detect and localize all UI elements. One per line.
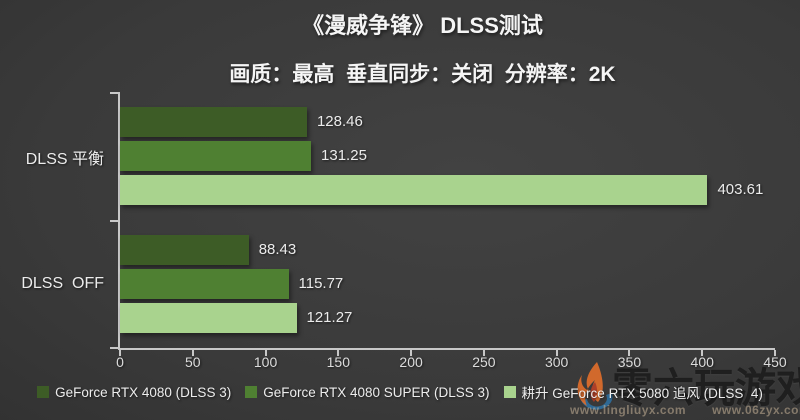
x-axis-tick bbox=[337, 350, 340, 356]
legend-swatch bbox=[503, 386, 516, 398]
x-axis-tick-label: 450 bbox=[763, 354, 787, 370]
legend: GeForce RTX 4080 (DLSS 3) GeForce RTX 408… bbox=[0, 382, 800, 402]
watermark-url-2: www.06zyx.com bbox=[712, 403, 800, 417]
x-axis-tick-label: 50 bbox=[184, 354, 201, 370]
bar bbox=[120, 234, 249, 265]
x-axis-tick-label: 150 bbox=[326, 354, 351, 370]
x-axis-tick-label: 250 bbox=[472, 354, 496, 370]
watermark-url-1: www.lingliuyx.com bbox=[570, 403, 687, 417]
bar bbox=[120, 175, 708, 205]
watermark-urls: www.lingliuyx.com www.06zyx.com bbox=[570, 403, 800, 417]
chart-title: 《漫威争锋》 DLSS测试 bbox=[302, 13, 543, 38]
bar bbox=[120, 141, 312, 171]
plot-area: 128.46 131.25 403.61 88.43 115.77 121.27 0 50 10… bbox=[110, 92, 787, 370]
x-axis-tick-label: 100 bbox=[253, 354, 278, 370]
x-axis-tick-label: 350 bbox=[617, 354, 642, 370]
category-label: DLSS 平衡 bbox=[25, 150, 104, 168]
category-label: DLSS OFF bbox=[21, 275, 104, 293]
x-axis-tick-label: 0 bbox=[116, 354, 124, 370]
bar-value-label: 121.27 bbox=[306, 308, 353, 326]
category-axis-labels: DLSS 平衡 DLSS OFF bbox=[0, 93, 104, 348]
x-axis-tick bbox=[191, 350, 194, 356]
legend-swatch bbox=[245, 386, 258, 398]
x-axis-tick bbox=[701, 350, 704, 356]
x-axis-tick-label: 200 bbox=[399, 354, 423, 370]
x-axis-tick bbox=[628, 350, 631, 356]
category-boundary-tick bbox=[110, 92, 120, 94]
x-axis-tick bbox=[482, 350, 485, 356]
bar-value-label: 88.43 bbox=[258, 240, 297, 258]
x-axis-tick bbox=[119, 350, 121, 356]
legend-label: GeForce RTX 4080 SUPER (DLSS 3) bbox=[263, 384, 490, 400]
x-axis-tick bbox=[410, 350, 413, 356]
chart-subtitle: 画质：最高 垂直同步：关闭 分辨率：2K bbox=[229, 63, 616, 86]
bar-value-label: 131.25 bbox=[321, 147, 367, 164]
legend-label: GeForce RTX 4080 (DLSS 3) bbox=[55, 384, 232, 400]
bar-value-label: 403.61 bbox=[717, 181, 764, 198]
bar-value-label: 128.46 bbox=[316, 113, 363, 130]
x-axis-tick bbox=[555, 350, 558, 356]
bar bbox=[120, 268, 289, 299]
legend-swatch bbox=[37, 386, 50, 398]
x-axis-tick-label: 300 bbox=[544, 354, 569, 370]
category-boundary-tick bbox=[110, 219, 120, 222]
legend-item: 耕升 GeForce RTX 5080 追风 (DLSS 4) bbox=[503, 382, 763, 402]
category-boundary-tick bbox=[110, 347, 120, 349]
legend-label: 耕升 GeForce RTX 5080 追风 (DLSS 4) bbox=[521, 386, 763, 401]
bar bbox=[120, 302, 297, 333]
bar bbox=[120, 107, 307, 137]
bar-value-label: 115.77 bbox=[298, 274, 344, 292]
x-axis-tick bbox=[264, 350, 267, 356]
x-axis-tick-label: 400 bbox=[690, 354, 714, 370]
legend-item: GeForce RTX 4080 SUPER (DLSS 3) bbox=[245, 384, 490, 400]
x-axis-tick bbox=[774, 350, 776, 356]
legend-item: GeForce RTX 4080 (DLSS 3) bbox=[37, 385, 231, 400]
